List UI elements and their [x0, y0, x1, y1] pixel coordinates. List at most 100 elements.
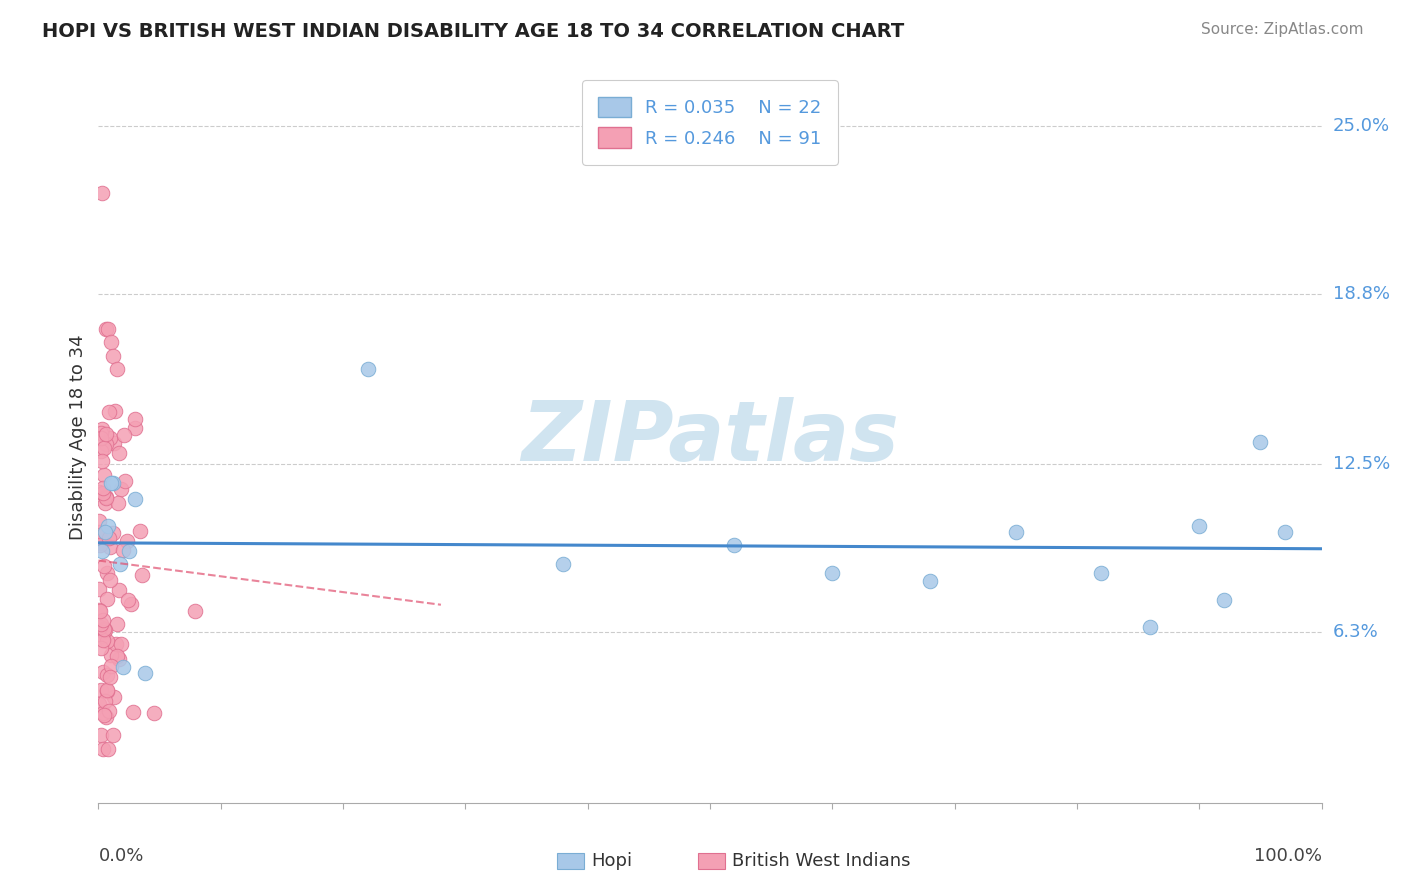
- Point: [134, 665, 156, 680]
- Point: [1274, 524, 1296, 539]
- Point: [124, 412, 146, 426]
- Point: [89, 514, 111, 528]
- Point: [118, 544, 141, 558]
- Point: [105, 648, 128, 663]
- Text: 100.0%: 100.0%: [1254, 847, 1322, 864]
- Point: [101, 728, 124, 742]
- Point: [91, 481, 114, 495]
- Point: [90, 431, 112, 445]
- Point: [90, 728, 112, 742]
- Point: [124, 420, 146, 434]
- Point: [114, 475, 136, 489]
- Text: 12.5%: 12.5%: [1333, 455, 1391, 473]
- Point: [98, 540, 121, 554]
- Point: [105, 362, 128, 376]
- Point: [97, 741, 120, 756]
- Point: [122, 705, 145, 719]
- FancyBboxPatch shape: [697, 853, 724, 869]
- Point: [1090, 566, 1112, 580]
- Point: [128, 524, 150, 539]
- Point: [90, 425, 112, 440]
- Point: [94, 496, 117, 510]
- Point: [124, 492, 146, 507]
- Point: [1212, 592, 1234, 607]
- Point: [97, 322, 120, 336]
- Point: [356, 362, 378, 376]
- Point: [98, 574, 121, 588]
- Text: Source: ZipAtlas.com: Source: ZipAtlas.com: [1201, 22, 1364, 37]
- Point: [115, 534, 138, 549]
- Point: [821, 566, 844, 580]
- Point: [91, 741, 114, 756]
- Point: [104, 403, 127, 417]
- Point: [93, 622, 115, 636]
- Point: [89, 538, 111, 552]
- Point: [93, 467, 115, 482]
- Point: [110, 558, 132, 572]
- Point: [91, 544, 114, 558]
- Point: [1188, 519, 1211, 533]
- Point: [93, 559, 115, 574]
- Point: [93, 665, 115, 679]
- Point: [184, 604, 207, 618]
- Point: [89, 604, 111, 618]
- Point: [94, 437, 117, 451]
- Point: [98, 531, 121, 545]
- Point: [100, 648, 122, 662]
- Point: [1249, 435, 1271, 450]
- Point: [89, 524, 111, 539]
- Point: [110, 483, 132, 497]
- FancyBboxPatch shape: [557, 853, 583, 869]
- Point: [121, 597, 143, 611]
- Point: [107, 446, 129, 460]
- Point: [96, 668, 118, 682]
- Point: [90, 641, 112, 656]
- Point: [89, 620, 111, 634]
- Point: [111, 660, 134, 674]
- Point: [90, 444, 112, 458]
- Point: [90, 617, 112, 632]
- Point: [108, 582, 131, 597]
- Point: [90, 683, 112, 698]
- Text: 18.8%: 18.8%: [1333, 285, 1389, 302]
- Text: 0.0%: 0.0%: [98, 847, 143, 864]
- Point: [107, 496, 129, 510]
- Point: [93, 624, 115, 639]
- Text: HOPI VS BRITISH WEST INDIAN DISABILITY AGE 18 TO 34 CORRELATION CHART: HOPI VS BRITISH WEST INDIAN DISABILITY A…: [42, 22, 904, 41]
- Point: [89, 485, 111, 500]
- Point: [93, 527, 115, 541]
- Point: [98, 404, 121, 418]
- Point: [93, 708, 115, 723]
- Point: [97, 704, 120, 718]
- Point: [89, 582, 111, 596]
- Point: [142, 706, 165, 721]
- Point: [1004, 524, 1026, 539]
- Point: [97, 519, 120, 533]
- Point: [89, 536, 111, 550]
- Point: [103, 526, 125, 541]
- Point: [94, 623, 117, 637]
- Point: [96, 633, 118, 648]
- Point: [100, 476, 122, 491]
- Point: [108, 651, 131, 665]
- Point: [101, 476, 124, 491]
- Point: [920, 574, 942, 588]
- Point: [94, 491, 117, 505]
- Point: [93, 524, 115, 539]
- Point: [553, 558, 575, 572]
- Point: [1139, 620, 1161, 634]
- Point: [112, 427, 135, 442]
- Point: [91, 453, 114, 467]
- Point: [98, 670, 121, 684]
- Point: [98, 431, 121, 445]
- Point: [110, 638, 132, 652]
- Point: [103, 690, 125, 704]
- Point: [96, 683, 118, 698]
- Point: [96, 683, 118, 698]
- Text: 6.3%: 6.3%: [1333, 624, 1378, 641]
- Point: [100, 335, 122, 350]
- Text: 25.0%: 25.0%: [1333, 117, 1391, 135]
- Point: [105, 637, 128, 651]
- Point: [87, 602, 110, 616]
- Point: [96, 491, 118, 505]
